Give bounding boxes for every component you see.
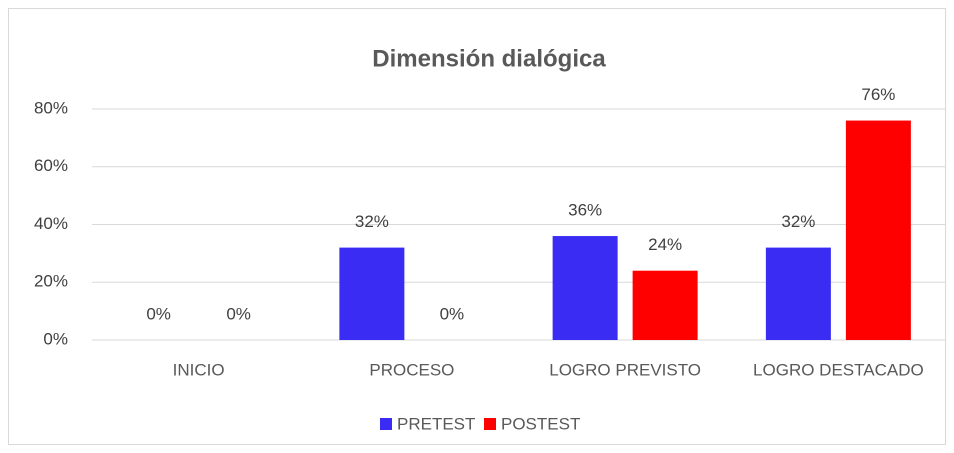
bar bbox=[552, 236, 618, 340]
value-label: 32% bbox=[355, 212, 389, 231]
value-label: 76% bbox=[861, 85, 895, 104]
y-tick-label: 40% bbox=[34, 214, 68, 233]
legend-swatch bbox=[380, 418, 392, 430]
value-label: 36% bbox=[568, 201, 602, 220]
x-tick-label: PROCESO bbox=[369, 360, 454, 379]
legend-label: PRETEST bbox=[397, 414, 475, 433]
legend-swatch bbox=[484, 418, 496, 430]
y-tick-label: 20% bbox=[34, 272, 68, 291]
y-tick-label: 60% bbox=[34, 156, 68, 175]
x-tick-label: LOGRO DESTACADO bbox=[753, 360, 924, 379]
value-label: 0% bbox=[146, 304, 171, 323]
value-label: 0% bbox=[226, 304, 251, 323]
x-tick-label: LOGRO PREVISTO bbox=[549, 360, 701, 379]
chart-border bbox=[8, 8, 946, 445]
bar bbox=[632, 270, 698, 340]
chart-title: Dimensión dialógica bbox=[372, 45, 606, 72]
x-tick-label: INICIO bbox=[173, 360, 225, 379]
value-label: 0% bbox=[440, 304, 465, 323]
y-tick-label: 80% bbox=[34, 98, 68, 117]
bar bbox=[339, 247, 405, 340]
legend-label: POSTEST bbox=[501, 414, 580, 433]
y-tick-label: 0% bbox=[43, 329, 68, 348]
bar bbox=[845, 120, 911, 340]
bar bbox=[765, 247, 831, 340]
value-label: 32% bbox=[781, 212, 815, 231]
value-label: 24% bbox=[648, 235, 682, 254]
